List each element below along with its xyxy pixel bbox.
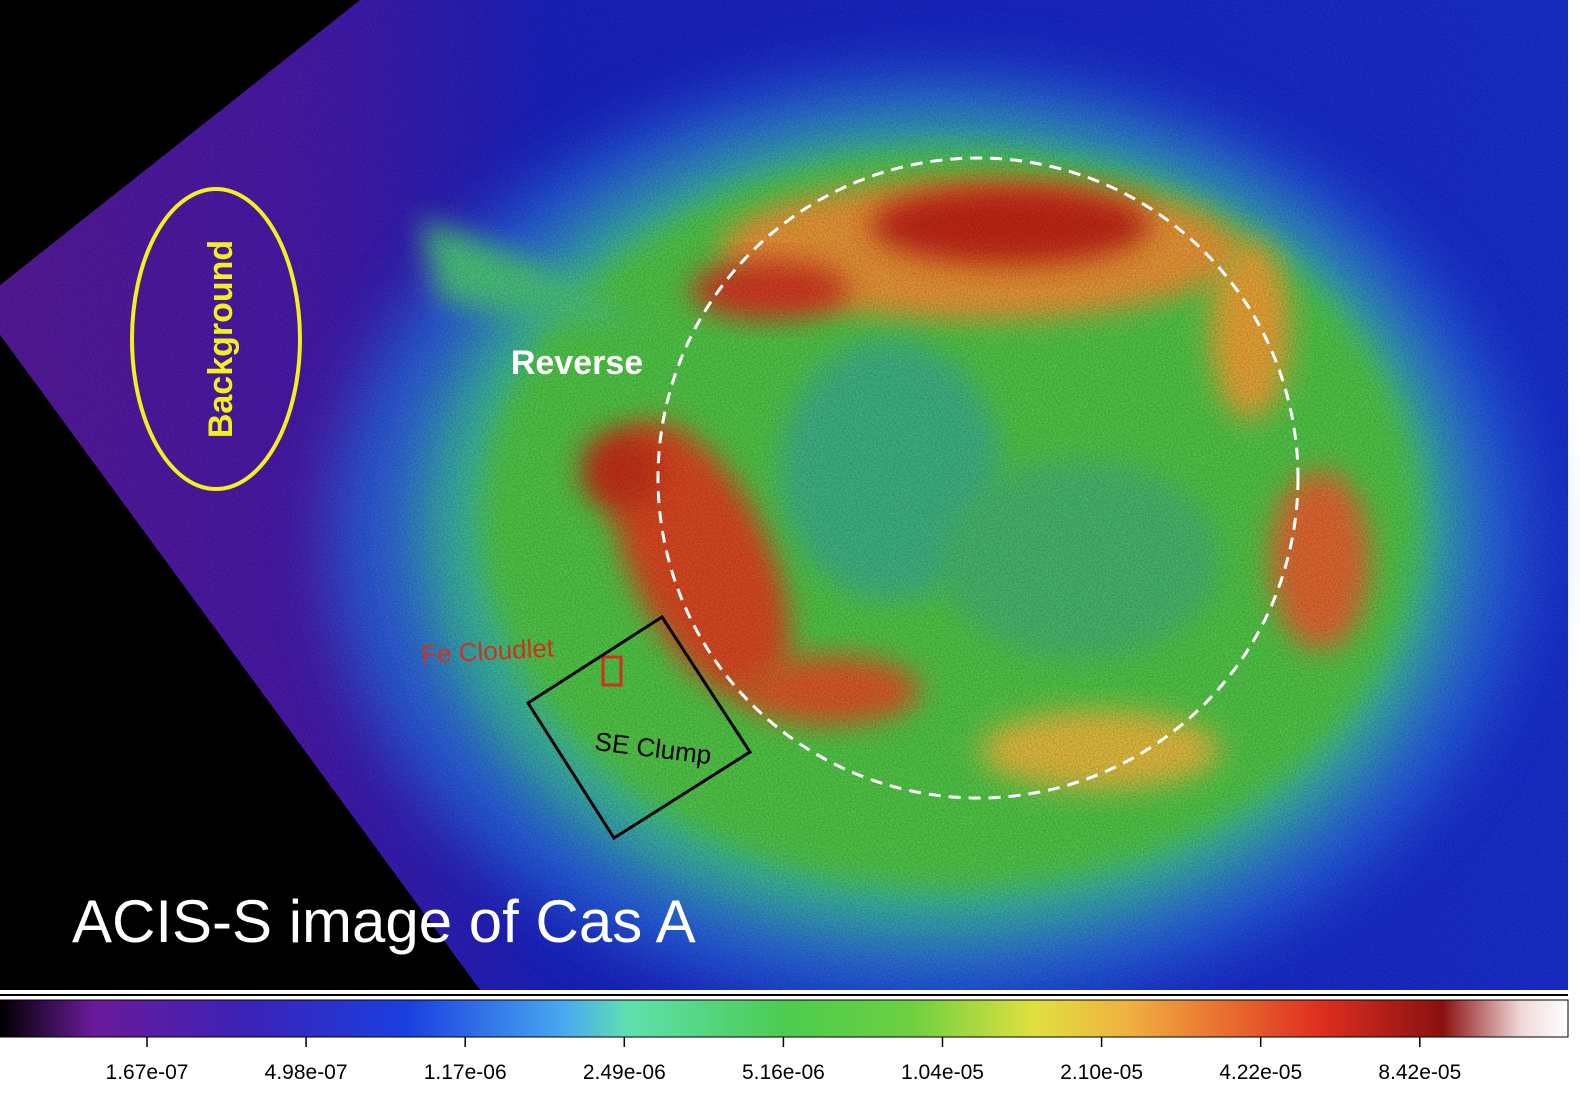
se-clump-region bbox=[525, 614, 753, 841]
fe-cloudlet-region bbox=[601, 655, 623, 687]
colorbar-tick-label: 4.98e-07 bbox=[265, 1061, 348, 1084]
colorbar-tick-label: 1.67e-07 bbox=[106, 1061, 189, 1084]
colorbar bbox=[0, 999, 1569, 1038]
reverse-shock-circle bbox=[656, 156, 1300, 800]
fe-cloudlet-label: Fe Cloudlet bbox=[420, 633, 555, 670]
background-region bbox=[130, 187, 302, 491]
colorbar-tick-label: 4.22e-05 bbox=[1219, 1061, 1302, 1084]
colorbar-tick-label: 2.49e-06 bbox=[583, 1061, 666, 1084]
colorbar-tick-label: 5.16e-06 bbox=[742, 1061, 825, 1084]
colorbar-tick-label: 8.42e-05 bbox=[1378, 1061, 1461, 1084]
colorbar-ticks: 1.67e-07 4.98e-07 1.17e-06 2.49e-06 5.16e-06… bbox=[106, 1037, 1461, 1084]
colorbar-tick-label: 1.17e-06 bbox=[424, 1061, 507, 1084]
xray-image bbox=[0, 0, 1568, 1010]
colorbar-tick-label: 1.04e-05 bbox=[901, 1061, 984, 1084]
background-label: Background bbox=[202, 240, 240, 438]
reverse-label: Reverse bbox=[511, 344, 643, 382]
colorbar-tick-label: 2.10e-05 bbox=[1060, 1061, 1143, 1084]
image-title: ACIS-S image of Cas A bbox=[72, 888, 696, 955]
